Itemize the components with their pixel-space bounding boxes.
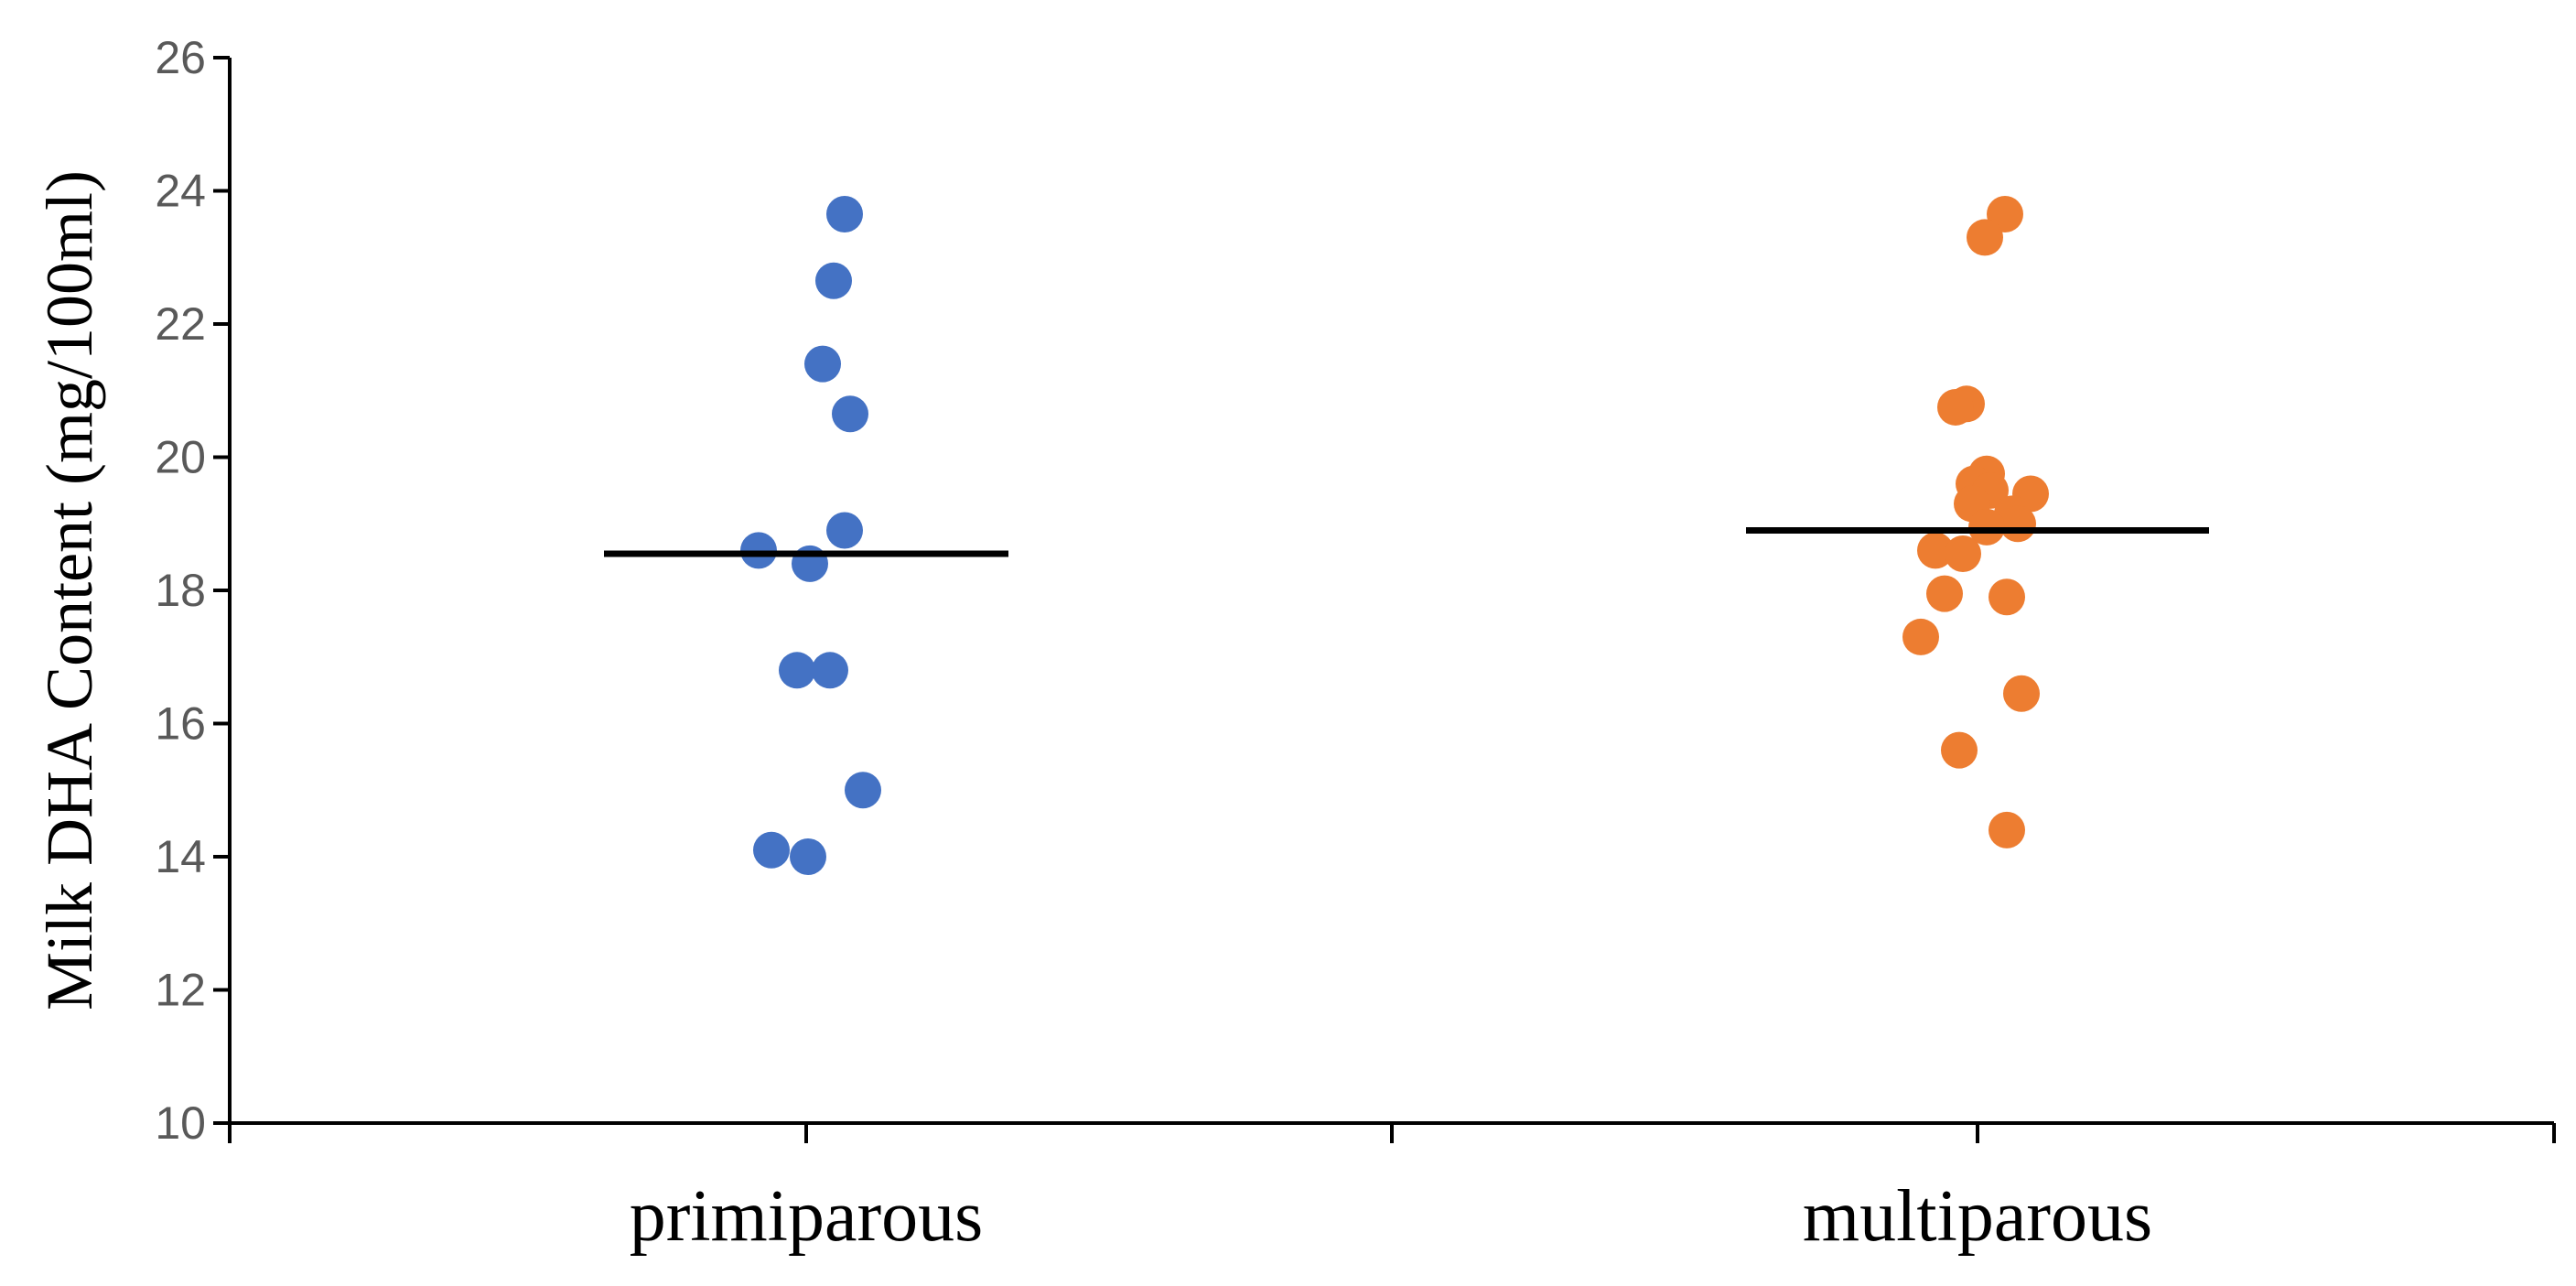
data-point-multiparous [2003, 675, 2040, 712]
data-point-primiparous [804, 345, 841, 383]
x-ticks: primiparous multiparous [228, 1123, 2556, 1257]
data-point-multiparous [1902, 618, 1939, 655]
data-point-multiparous [1937, 388, 1974, 426]
data-point-multiparous [1945, 535, 1981, 572]
y-tick-label: 26 [155, 32, 206, 83]
y-tick-label: 12 [155, 965, 206, 1016]
y-tick-label: 16 [155, 698, 206, 750]
data-point-multiparous [1999, 505, 2036, 543]
data-point-primiparous [826, 195, 863, 232]
data-point-multiparous [1989, 578, 2025, 616]
y-axis: 10 12 14 16 18 20 22 24 26 [155, 32, 232, 1149]
data-point-multiparous [1968, 508, 2005, 546]
category-label-multiparous: multiparous [1803, 1176, 2152, 1257]
x-axis: primiparous multiparous [228, 1121, 2556, 1257]
y-axis-title: Milk DHA Content (mg/100ml) [33, 170, 106, 1010]
data-point-multiparous [1926, 575, 1963, 612]
y-tick-label: 10 [155, 1097, 206, 1149]
y-tick-label: 14 [155, 831, 206, 882]
data-point-primiparous [812, 652, 848, 689]
data-point-primiparous [779, 652, 815, 689]
data-point-primiparous [826, 512, 863, 549]
data-point-primiparous [832, 395, 868, 433]
y-tick-label: 20 [155, 432, 206, 483]
y-tick-label: 22 [155, 298, 206, 350]
data-points [740, 195, 2049, 875]
data-point-multiparous [1941, 731, 1978, 769]
mean-lines [604, 527, 2209, 557]
data-point-primiparous [815, 262, 852, 299]
category-label-primiparous: primiparous [630, 1176, 984, 1257]
data-point-primiparous [753, 831, 790, 869]
y-ticks: 10 12 14 16 18 20 22 24 26 [155, 32, 230, 1149]
data-point-multiparous [1967, 219, 2003, 256]
y-tick-label: 24 [155, 166, 206, 217]
data-point-primiparous [740, 532, 777, 569]
data-point-primiparous [790, 838, 826, 875]
data-point-primiparous [845, 772, 881, 809]
data-point-multiparous [1989, 811, 2025, 848]
y-tick-label: 18 [155, 565, 206, 616]
data-point-multiparous [1917, 532, 1954, 569]
